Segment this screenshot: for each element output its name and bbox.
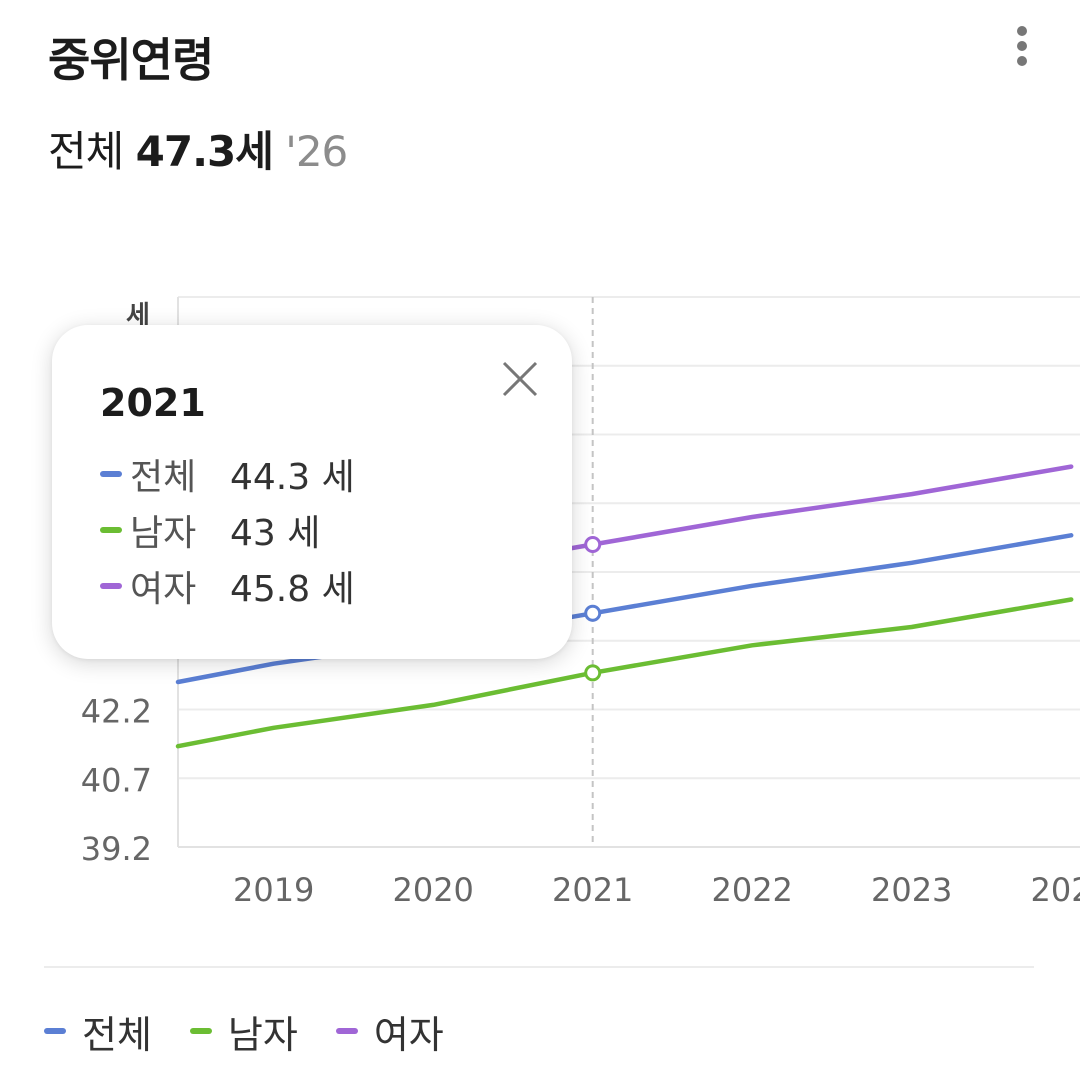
y-tick-label: 42.2 <box>81 693 152 731</box>
tooltip-row-female: 여자 45.8 세 <box>100 561 355 611</box>
more-vertical-icon-dot <box>1017 41 1027 51</box>
tooltip-value: 45.8 세 <box>230 569 355 610</box>
x-tick-label: 2020 <box>392 871 473 909</box>
y-axis-unit: 세 <box>126 301 150 331</box>
tooltip-label: 남자 <box>130 513 197 554</box>
legend-divider <box>44 966 1034 968</box>
x-tick-label: 2022 <box>711 871 792 909</box>
y-tick-label: 40.7 <box>81 761 152 799</box>
more-vertical-icon-dot <box>1017 56 1027 66</box>
legend: 전체 남자 여자 <box>44 1004 482 1058</box>
summary-line: 전체 47.3세 '26 <box>48 118 348 179</box>
more-vertical-icon <box>1017 26 1027 36</box>
x-tick-label: 2024 <box>1030 871 1080 909</box>
tooltip-row-male: 남자 43 세 <box>100 505 320 555</box>
tooltip-value: 44.3 세 <box>230 457 355 498</box>
tooltip-label: 전체 <box>130 457 197 498</box>
series-male-marker <box>100 527 122 533</box>
data-point-total <box>584 604 602 622</box>
tooltip-row-total: 전체 44.3 세 <box>100 449 355 499</box>
x-tick-label: 2019 <box>233 871 314 909</box>
x-tick-label: 2021 <box>552 871 633 909</box>
summary-value: 47.3세 <box>135 127 274 176</box>
data-point-female <box>584 536 602 553</box>
chart-title: 중위연령 <box>48 33 214 87</box>
legend-marker <box>189 1028 212 1034</box>
data-point-male <box>584 664 602 682</box>
series-female-marker <box>100 583 122 589</box>
tooltip-year: 2021 <box>100 381 206 425</box>
legend-item-total[interactable]: 전체 <box>44 1004 152 1059</box>
legend-label: 전체 <box>82 1012 152 1057</box>
legend-label: 여자 <box>373 1012 444 1057</box>
legend-label: 남자 <box>227 1012 298 1057</box>
x-tick-label: 2023 <box>871 871 952 909</box>
tooltip-value: 43 세 <box>230 513 321 554</box>
close-icon[interactable] <box>498 357 542 401</box>
legend-marker <box>44 1028 66 1034</box>
more-options-button[interactable] <box>1002 22 1042 70</box>
summary-label: 전체 <box>48 127 124 176</box>
tooltip-label: 여자 <box>130 569 197 610</box>
y-tick-label: 39.2 <box>81 830 152 868</box>
summary-year: '26 <box>285 127 348 176</box>
legend-item-female[interactable]: 여자 <box>335 1004 444 1059</box>
tooltip-card: 2021 전체 44.3 세 남자 43 세 여자 45.8 세 <box>52 325 572 659</box>
series-total-marker <box>100 471 122 477</box>
legend-marker <box>335 1028 358 1034</box>
legend-item-male[interactable]: 남자 <box>189 1004 298 1059</box>
